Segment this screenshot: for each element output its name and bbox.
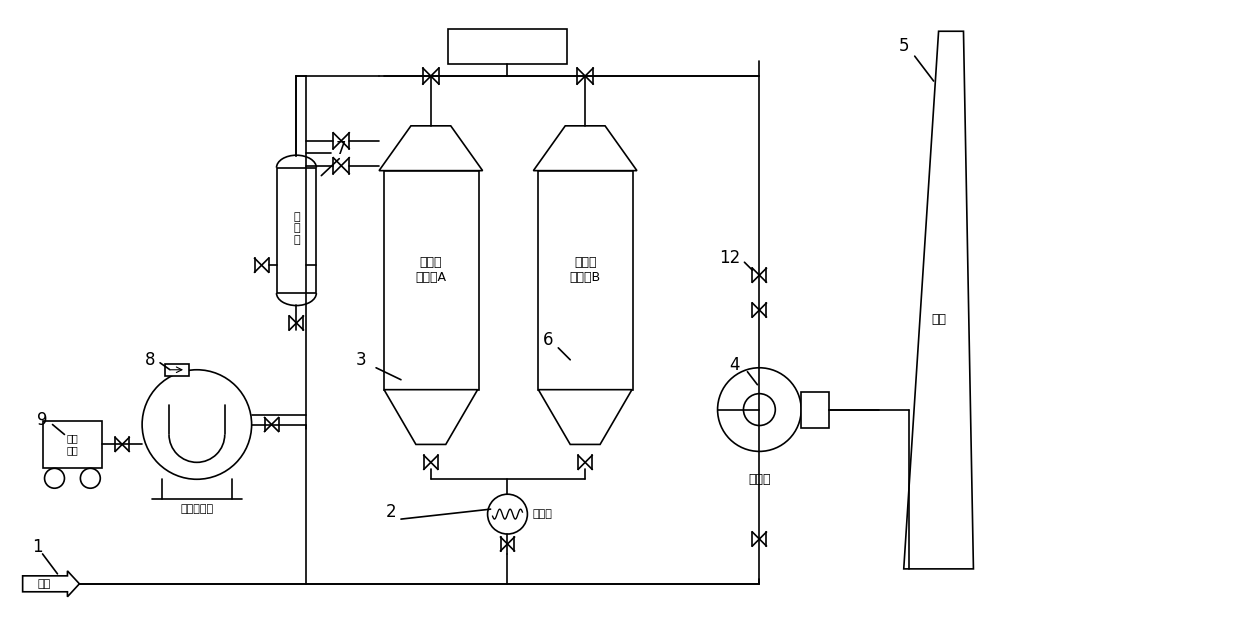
Polygon shape (22, 571, 79, 597)
Bar (384, 170, 479, 390)
Polygon shape (379, 126, 482, 170)
Text: 储
气
罐: 储 气 罐 (293, 212, 300, 245)
Text: 硝酸
储罐: 硝酸 储罐 (67, 433, 78, 455)
Circle shape (718, 368, 801, 451)
Text: 1: 1 (32, 538, 43, 556)
Text: 12: 12 (719, 249, 740, 268)
Text: 固定床
吸附塔B: 固定床 吸附塔B (569, 256, 600, 284)
Polygon shape (384, 390, 477, 444)
Text: 烟囱: 烟囱 (931, 314, 946, 326)
Polygon shape (533, 126, 637, 170)
Text: 2: 2 (386, 503, 397, 521)
Bar (42, 420, 102, 468)
Text: 8: 8 (145, 351, 155, 369)
Text: 5: 5 (899, 37, 909, 55)
Bar (801, 392, 830, 428)
Text: 引风机: 引风机 (748, 473, 770, 486)
Text: 烟气: 烟气 (38, 579, 51, 589)
Text: 7: 7 (336, 139, 346, 158)
Polygon shape (904, 32, 973, 569)
Circle shape (487, 494, 527, 534)
Text: 3: 3 (356, 351, 367, 369)
Bar (538, 170, 632, 390)
Circle shape (45, 468, 64, 488)
Circle shape (143, 370, 252, 480)
Text: 固定床
吸附塔A: 固定床 吸附塔A (415, 256, 446, 284)
Circle shape (744, 394, 775, 425)
Bar (277, 168, 316, 293)
Bar (448, 29, 567, 64)
Text: 6: 6 (543, 331, 553, 349)
Text: 换热器: 换热器 (532, 509, 552, 519)
Text: 固相反应器: 固相反应器 (180, 504, 213, 514)
Bar (165, 364, 188, 375)
Polygon shape (538, 390, 632, 444)
Text: 9: 9 (37, 411, 48, 428)
Circle shape (81, 468, 100, 488)
Text: 4: 4 (729, 356, 740, 374)
